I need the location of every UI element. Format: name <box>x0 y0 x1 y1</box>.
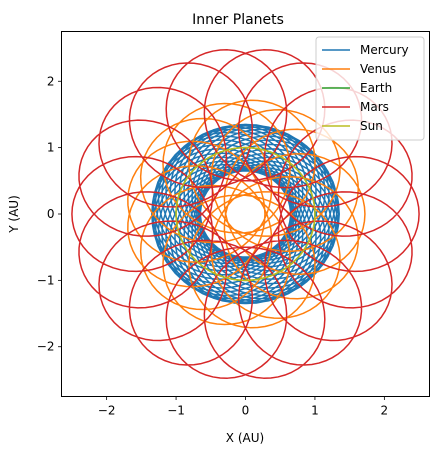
y-tick-label: 0 <box>47 207 55 221</box>
x-tick-label: 0 <box>242 404 250 418</box>
x-tick-label: 2 <box>381 404 389 418</box>
legend-label-earth: Earth <box>360 81 392 95</box>
x-tick-label: −2 <box>98 404 116 418</box>
legend-label-sun: Sun <box>360 119 383 133</box>
legend-label-mars: Mars <box>360 100 389 114</box>
legend-label-venus: Venus <box>360 62 396 76</box>
series-line-mercury <box>151 123 340 305</box>
legend-label-mercury: Mercury <box>360 43 409 57</box>
x-tick-label: −1 <box>167 404 185 418</box>
series-line-mars <box>71 49 420 379</box>
y-tick-label: 2 <box>47 74 55 88</box>
y-tick-label: −1 <box>37 273 55 287</box>
x-axis-label: X (AU) <box>226 431 264 445</box>
plot-frame <box>61 31 430 397</box>
series-lines <box>71 49 420 379</box>
series-line-sun <box>175 146 316 282</box>
axis-ticks: −2 −1 0 1 2 −2 −1 0 1 2 <box>37 74 388 417</box>
y-tick-label: 1 <box>47 141 55 155</box>
y-tick-label: −2 <box>37 340 55 354</box>
chart-title: Inner Planets <box>192 12 284 28</box>
legend-frame <box>315 36 425 141</box>
plot-area <box>71 49 420 379</box>
legend: Mercury Venus Earth Mars Sun <box>315 36 425 141</box>
series-line-venus <box>127 99 366 329</box>
y-axis-label: Y (AU) <box>7 195 21 234</box>
x-tick-label: 1 <box>311 404 319 418</box>
